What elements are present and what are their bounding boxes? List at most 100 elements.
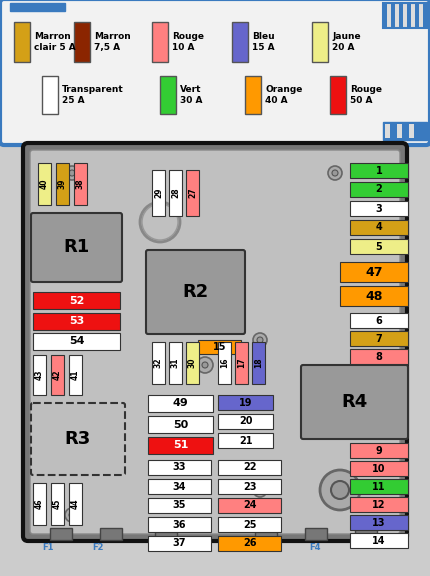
FancyBboxPatch shape — [31, 403, 125, 475]
Text: 29: 29 — [154, 188, 163, 198]
Bar — [395, 3, 399, 28]
Bar — [50, 528, 72, 540]
FancyBboxPatch shape — [23, 143, 407, 541]
Bar — [255, 528, 277, 540]
Circle shape — [320, 470, 360, 510]
Text: 16: 16 — [220, 358, 229, 368]
Text: 43: 43 — [35, 370, 44, 380]
Bar — [51, 483, 64, 525]
Bar — [155, 528, 177, 540]
Circle shape — [328, 166, 342, 180]
Bar — [218, 479, 281, 494]
Text: 14: 14 — [372, 536, 386, 545]
Text: F2: F2 — [92, 543, 104, 552]
Circle shape — [253, 483, 267, 497]
Text: 15: 15 — [213, 342, 226, 352]
Bar — [152, 22, 168, 62]
Bar — [51, 355, 64, 395]
Bar — [397, 124, 402, 138]
Bar — [218, 460, 281, 475]
Circle shape — [69, 170, 75, 176]
Bar — [74, 22, 90, 62]
Bar — [148, 460, 211, 475]
Bar — [148, 416, 213, 433]
Text: 39: 39 — [58, 179, 67, 190]
Text: 4: 4 — [376, 222, 382, 233]
FancyBboxPatch shape — [0, 0, 430, 145]
Bar — [218, 433, 273, 448]
Text: 30: 30 — [188, 358, 197, 368]
Bar — [14, 22, 30, 62]
Text: 32: 32 — [154, 358, 163, 368]
Circle shape — [202, 362, 208, 368]
Text: R1: R1 — [63, 238, 89, 256]
Text: 12: 12 — [372, 499, 386, 510]
Circle shape — [65, 166, 79, 180]
Bar — [305, 528, 327, 540]
Text: 26: 26 — [243, 539, 256, 548]
Text: 6: 6 — [376, 316, 382, 325]
Text: 49: 49 — [172, 399, 188, 408]
Circle shape — [197, 357, 213, 373]
Bar — [350, 443, 408, 458]
Text: 2: 2 — [376, 184, 382, 195]
Text: 7: 7 — [376, 334, 382, 343]
Text: Marron
clair 5 A: Marron clair 5 A — [34, 32, 76, 52]
Text: 17: 17 — [237, 358, 246, 368]
Bar — [350, 239, 408, 254]
Bar — [69, 355, 82, 395]
Circle shape — [331, 481, 349, 499]
Bar — [160, 76, 176, 114]
Bar — [312, 22, 328, 62]
Bar — [340, 286, 408, 306]
Circle shape — [253, 333, 267, 347]
Bar — [330, 76, 346, 114]
Bar — [387, 3, 391, 28]
Bar — [218, 414, 273, 429]
Bar — [350, 163, 408, 178]
Text: 8: 8 — [375, 351, 382, 362]
Bar — [350, 313, 408, 328]
Text: Marron
7,5 A: Marron 7,5 A — [94, 32, 131, 52]
Bar — [33, 355, 46, 395]
Bar — [350, 201, 408, 216]
Bar — [411, 3, 415, 28]
Text: R3: R3 — [65, 430, 91, 448]
Text: 33: 33 — [173, 463, 186, 472]
Bar — [423, 3, 427, 28]
Bar — [399, 3, 403, 28]
Bar — [350, 349, 408, 364]
Bar — [350, 497, 408, 512]
Text: 11: 11 — [372, 482, 386, 491]
Bar — [235, 342, 248, 384]
Bar — [350, 220, 408, 235]
Bar — [245, 76, 261, 114]
Text: 20: 20 — [239, 416, 252, 426]
Bar — [383, 122, 427, 140]
Text: 25: 25 — [243, 520, 256, 529]
Circle shape — [69, 512, 75, 518]
Bar — [383, 3, 387, 28]
Bar — [218, 342, 231, 384]
Text: 18: 18 — [254, 358, 263, 368]
Bar — [232, 22, 248, 62]
Text: 44: 44 — [71, 499, 80, 509]
Bar — [218, 498, 281, 513]
Text: 51: 51 — [173, 441, 188, 450]
Text: 27: 27 — [188, 188, 197, 198]
Text: 38: 38 — [76, 179, 85, 190]
Bar — [152, 170, 165, 216]
Text: 9: 9 — [376, 445, 382, 456]
Text: Rouge
50 A: Rouge 50 A — [350, 85, 382, 105]
Bar — [148, 517, 211, 532]
Text: 28: 28 — [171, 188, 180, 198]
Text: 53: 53 — [69, 316, 84, 327]
Text: 37: 37 — [173, 539, 186, 548]
Text: 19: 19 — [239, 397, 252, 407]
Text: 34: 34 — [173, 482, 186, 491]
Bar — [218, 536, 281, 551]
Bar — [350, 331, 408, 346]
Bar — [152, 342, 165, 384]
Text: 5: 5 — [376, 241, 382, 252]
Text: Orange
40 A: Orange 40 A — [265, 85, 302, 105]
